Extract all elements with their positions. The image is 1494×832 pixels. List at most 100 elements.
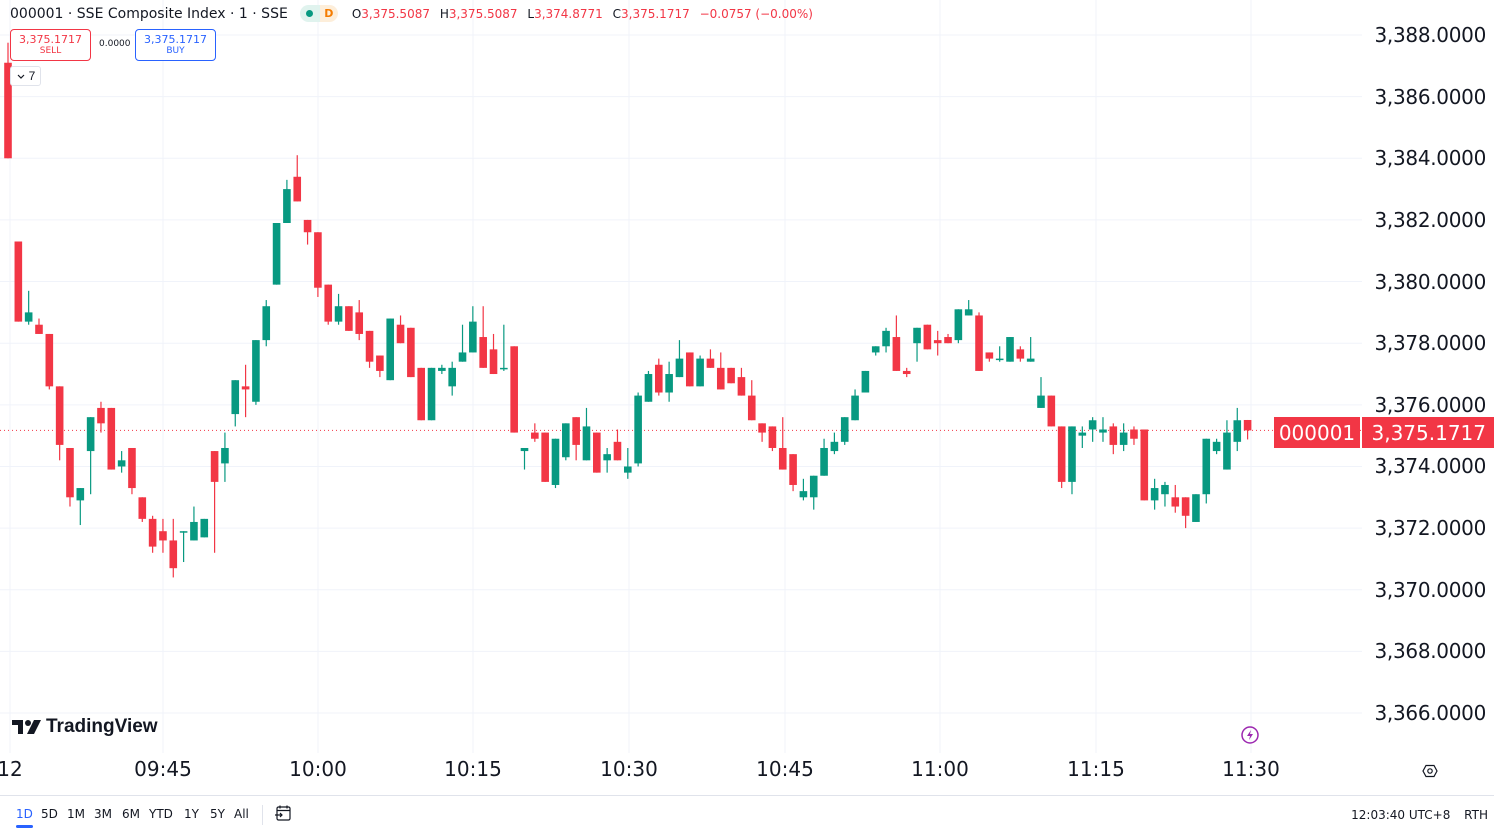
candle[interactable] xyxy=(200,518,209,538)
range-1y[interactable]: 1Y xyxy=(184,807,199,821)
candle[interactable] xyxy=(407,327,415,378)
candle[interactable] xyxy=(593,432,601,473)
candle[interactable] xyxy=(386,318,395,381)
candle[interactable] xyxy=(820,438,828,476)
candle[interactable] xyxy=(551,438,560,489)
tradingview-logo[interactable]: TradingView xyxy=(12,716,158,738)
candle[interactable] xyxy=(1181,497,1190,529)
candle[interactable] xyxy=(789,454,797,492)
candle[interactable] xyxy=(902,367,911,378)
range-3m[interactable]: 3M xyxy=(94,807,112,821)
candle[interactable] xyxy=(613,429,622,461)
candle[interactable] xyxy=(1088,417,1097,442)
candle[interactable] xyxy=(345,306,353,331)
candle[interactable] xyxy=(1026,337,1035,362)
candle[interactable] xyxy=(241,364,250,418)
candle[interactable] xyxy=(1068,426,1076,495)
range-5y[interactable]: 5Y xyxy=(210,807,225,821)
candle[interactable] xyxy=(799,478,808,501)
candle[interactable] xyxy=(541,432,549,482)
candle[interactable] xyxy=(1037,377,1045,408)
candle[interactable] xyxy=(128,447,136,495)
candle[interactable] xyxy=(55,386,64,461)
candle[interactable] xyxy=(871,346,880,356)
candle[interactable] xyxy=(427,367,436,421)
candle[interactable] xyxy=(396,315,405,344)
candle[interactable] xyxy=(1223,420,1231,470)
range-1m[interactable]: 1M xyxy=(67,807,85,821)
candle[interactable] xyxy=(727,367,735,384)
candle[interactable] xyxy=(644,370,653,402)
range-1d[interactable]: 1D xyxy=(16,807,33,828)
candle[interactable] xyxy=(624,447,632,479)
candle[interactable] xyxy=(562,423,570,461)
candle[interactable] xyxy=(1140,429,1149,501)
candle[interactable] xyxy=(210,451,219,553)
candle[interactable] xyxy=(634,392,642,467)
candle[interactable] xyxy=(747,380,756,421)
candlestick-chart[interactable] xyxy=(0,0,1362,753)
candle[interactable] xyxy=(851,389,859,421)
candle[interactable] xyxy=(169,518,178,578)
candle[interactable] xyxy=(1057,426,1066,489)
candle[interactable] xyxy=(303,219,312,245)
candle[interactable] xyxy=(582,407,591,461)
candle[interactable] xyxy=(4,42,12,159)
candle[interactable] xyxy=(438,364,446,375)
candle[interactable] xyxy=(314,232,322,297)
candle[interactable] xyxy=(1119,423,1128,452)
candle[interactable] xyxy=(262,300,271,347)
candle[interactable] xyxy=(283,179,291,224)
candle[interactable] xyxy=(458,324,467,362)
candle[interactable] xyxy=(685,352,694,387)
candle[interactable] xyxy=(107,407,116,470)
candle[interactable] xyxy=(706,349,715,368)
candle[interactable] xyxy=(603,447,611,473)
chart-plot-area[interactable] xyxy=(0,0,1362,753)
candle[interactable] xyxy=(716,352,725,390)
candle[interactable] xyxy=(14,241,23,322)
candle[interactable] xyxy=(975,312,983,371)
candle[interactable] xyxy=(892,315,901,371)
candle[interactable] xyxy=(954,309,963,344)
candle[interactable] xyxy=(221,432,229,482)
candle[interactable] xyxy=(531,423,539,442)
candle[interactable] xyxy=(252,340,260,405)
candle[interactable] xyxy=(324,284,333,325)
candle[interactable] xyxy=(1047,395,1056,427)
price-axis[interactable]: 3,388.0000 3,386.0000 3,384.0000 3,382.0000… xyxy=(1362,0,1494,753)
candle[interactable] xyxy=(479,306,487,368)
candle[interactable] xyxy=(97,401,105,433)
candle[interactable] xyxy=(1212,438,1221,455)
candle[interactable] xyxy=(840,417,849,445)
indicators-toggle-button[interactable]: 7 xyxy=(10,66,41,86)
candle[interactable] xyxy=(376,355,384,378)
candle[interactable] xyxy=(809,475,818,510)
candle[interactable] xyxy=(778,417,787,470)
candle[interactable] xyxy=(758,423,766,442)
range-all[interactable]: All xyxy=(234,807,249,821)
candle[interactable] xyxy=(86,417,95,495)
candle[interactable] xyxy=(365,330,374,368)
candle[interactable] xyxy=(768,426,777,452)
candle[interactable] xyxy=(24,290,33,325)
candle[interactable] xyxy=(35,318,43,334)
candle[interactable] xyxy=(520,447,529,470)
settings-icon[interactable] xyxy=(1422,763,1438,779)
candle[interactable] xyxy=(293,155,302,202)
candle[interactable] xyxy=(148,515,157,553)
candle[interactable] xyxy=(138,497,147,522)
time-axis[interactable]: 12 09:45 10:00 10:15 10:30 10:45 11:00 11:15 11:… xyxy=(0,753,1494,795)
candle[interactable] xyxy=(861,370,870,393)
candle[interactable] xyxy=(1016,346,1025,362)
go-to-date-icon[interactable] xyxy=(274,804,292,822)
range-ytd[interactable]: YTD xyxy=(149,807,173,821)
candle[interactable] xyxy=(830,432,839,455)
candle[interactable] xyxy=(1233,407,1242,452)
candle[interactable] xyxy=(1171,484,1180,513)
candle[interactable] xyxy=(665,361,673,402)
symbol-title[interactable]: 000001 · SSE Composite Index · 1 · SSE xyxy=(10,5,288,22)
candle[interactable] xyxy=(654,358,663,396)
candle[interactable] xyxy=(417,367,425,421)
candle[interactable] xyxy=(1130,426,1138,445)
